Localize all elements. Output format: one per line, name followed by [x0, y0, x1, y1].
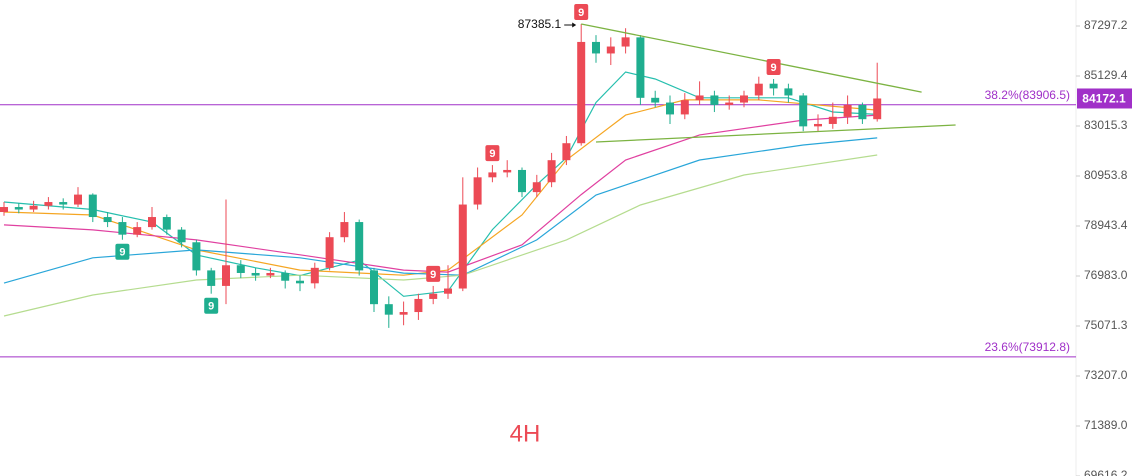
candle-body — [192, 242, 201, 271]
signal-label: 9 — [771, 62, 777, 74]
candle-body — [266, 272, 275, 276]
trendline — [581, 23, 922, 93]
y-tick-label: 73207.0 — [1084, 368, 1128, 382]
y-tick-label: 87297.2 — [1084, 18, 1128, 32]
candle-body — [784, 88, 793, 96]
y-tick-label: 83015.3 — [1084, 118, 1128, 132]
y-tick-label: 80953.8 — [1084, 168, 1128, 182]
candle-body — [162, 217, 171, 230]
signal-badge — [766, 59, 781, 76]
candle-body — [636, 37, 645, 98]
candle-body — [503, 169, 512, 173]
candle-body — [0, 207, 8, 213]
candle-body — [606, 46, 615, 54]
candle-body — [399, 312, 408, 315]
moving-average — [3, 71, 878, 297]
candle-body — [458, 204, 467, 289]
candle-body — [488, 172, 497, 178]
price-tag-label: 84172.1 — [1082, 92, 1126, 106]
candle-body — [281, 272, 290, 281]
candle-body — [680, 100, 689, 115]
candle-body — [518, 169, 526, 193]
candle-body — [414, 298, 423, 313]
signal-label: 9 — [430, 269, 436, 281]
candle-body — [251, 272, 260, 276]
candle-body — [710, 95, 719, 105]
candle-body — [103, 217, 112, 223]
signal-label: 9 — [489, 148, 495, 160]
moving-average — [3, 137, 878, 284]
candle-body — [799, 95, 808, 127]
candle-body — [118, 222, 127, 235]
candle-body — [236, 265, 245, 273]
candle-body — [562, 143, 571, 161]
candle-body — [177, 229, 186, 243]
candle-body — [651, 97, 660, 103]
y-tick-label: 78943.4 — [1084, 218, 1128, 232]
candle-body — [207, 270, 216, 286]
candle-body — [547, 160, 556, 183]
y-tick-label: 69616.2 — [1084, 468, 1128, 476]
max-arrowhead — [572, 22, 577, 28]
candle-body — [769, 83, 778, 89]
signal-label: 9 — [208, 301, 214, 313]
signal-label: 9 — [119, 247, 125, 259]
candle-body — [355, 222, 364, 271]
candle-body — [310, 267, 319, 284]
signal-badge — [485, 145, 500, 162]
candle-body — [873, 98, 882, 120]
price-tag — [1077, 88, 1132, 109]
candle-body — [44, 202, 53, 206]
candle-body — [29, 205, 38, 210]
y-tick-label: 71389.0 — [1084, 418, 1128, 432]
candle-body — [444, 288, 452, 294]
candle-body — [325, 237, 334, 268]
candle-body — [814, 123, 822, 127]
moving-average — [3, 114, 878, 273]
candle-body — [740, 95, 748, 103]
candle-body — [754, 83, 763, 96]
candle-body — [88, 194, 97, 218]
signal-badge — [115, 243, 130, 260]
candle-body — [666, 102, 674, 115]
signal-badge — [426, 265, 441, 282]
max-annotation: 87385.1 — [518, 17, 562, 31]
candle-body — [384, 304, 393, 315]
fib-level-label: 38.2%(83906.5) — [985, 88, 1070, 102]
signal-badge — [574, 3, 589, 20]
candle-body — [532, 182, 541, 193]
candle-body — [296, 280, 304, 284]
candle-body — [843, 104, 852, 117]
candle-body — [74, 194, 82, 205]
candle-body — [429, 293, 438, 299]
candle-body — [59, 202, 68, 205]
candle-body — [370, 270, 378, 305]
candle-body — [340, 222, 349, 238]
candle-body — [725, 102, 734, 105]
signal-label: 9 — [578, 7, 584, 19]
candle-body — [695, 95, 704, 101]
interval-watermark: 4H — [510, 420, 541, 447]
candle-body — [577, 41, 586, 144]
y-tick-label: 85129.4 — [1084, 68, 1128, 82]
candle-body — [222, 265, 230, 286]
candle-body — [828, 116, 837, 124]
y-tick-label: 76983.0 — [1084, 268, 1128, 282]
candle-body — [858, 104, 867, 120]
candle-body — [14, 207, 23, 210]
candle-body — [148, 217, 156, 228]
candle-body — [592, 41, 600, 54]
trendline — [595, 124, 956, 143]
signal-badge — [204, 297, 219, 314]
y-tick-label: 75071.3 — [1084, 318, 1128, 332]
candle-body — [621, 37, 630, 47]
candle-body — [133, 227, 142, 235]
fib-level-label: 23.6%(73912.8) — [985, 340, 1070, 354]
candle-body — [473, 177, 482, 205]
moving-average — [3, 99, 878, 276]
